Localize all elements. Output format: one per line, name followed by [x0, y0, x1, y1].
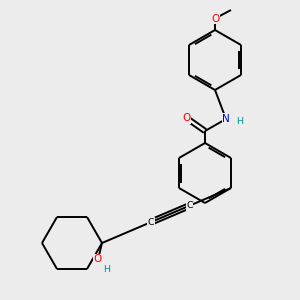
Text: C: C	[148, 218, 154, 226]
Text: H: H	[103, 266, 110, 274]
Text: N: N	[222, 114, 230, 124]
Text: O: O	[182, 113, 190, 123]
Text: C: C	[186, 201, 193, 210]
Text: H: H	[236, 117, 243, 126]
Text: O: O	[94, 254, 102, 265]
Text: O: O	[211, 14, 219, 23]
